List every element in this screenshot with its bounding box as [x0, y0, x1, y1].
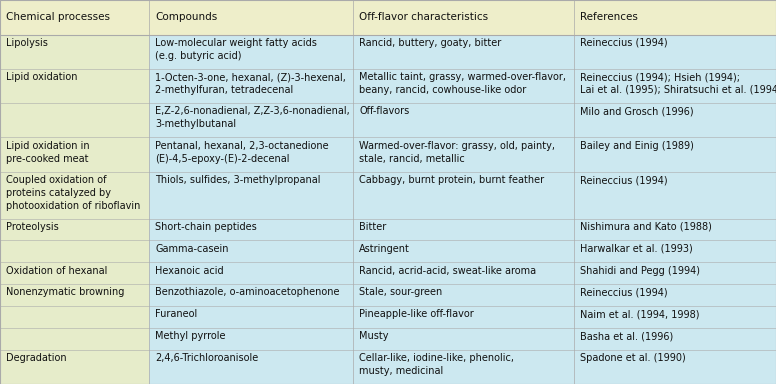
Bar — [149, 284, 776, 306]
Text: Musty: Musty — [359, 331, 389, 341]
Text: Nonenzymatic browning: Nonenzymatic browning — [6, 287, 125, 297]
Bar — [149, 306, 776, 328]
Text: Rancid, acrid-acid, sweat-like aroma: Rancid, acrid-acid, sweat-like aroma — [359, 266, 536, 276]
Bar — [0, 240, 149, 262]
Bar — [0, 69, 149, 103]
Text: Cabbagy, burnt protein, burnt feather: Cabbagy, burnt protein, burnt feather — [359, 175, 545, 185]
Bar — [0, 0, 776, 35]
Bar — [149, 328, 776, 350]
Text: Cellar-like, iodine-like, phenolic,
musty, medicinal: Cellar-like, iodine-like, phenolic, must… — [359, 353, 514, 376]
Text: E,Z-2,6-nonadienal, Z,Z-3,6-nonadienal,
3-methylbutanal: E,Z-2,6-nonadienal, Z,Z-3,6-nonadienal, … — [155, 106, 350, 129]
Bar — [149, 137, 776, 172]
Text: Thiols, sulfides, 3-methylpropanal: Thiols, sulfides, 3-methylpropanal — [155, 175, 320, 185]
Bar — [0, 328, 149, 350]
Text: Hexanoic acid: Hexanoic acid — [155, 266, 223, 276]
Text: Nishimura and Kato (1988): Nishimura and Kato (1988) — [580, 222, 712, 232]
Text: Pineapple-like off-flavor: Pineapple-like off-flavor — [359, 309, 474, 319]
Bar — [149, 172, 776, 218]
Text: Reineccius (1994); Hsieh (1994);
Lai et al. (1995); Shiratsuchi et al. (1994): Reineccius (1994); Hsieh (1994); Lai et … — [580, 72, 776, 95]
Bar — [149, 103, 776, 137]
Text: Reineccius (1994): Reineccius (1994) — [580, 175, 668, 185]
Text: Gamma-casein: Gamma-casein — [155, 244, 229, 254]
Text: Spadone et al. (1990): Spadone et al. (1990) — [580, 353, 686, 363]
Bar — [149, 218, 776, 240]
Text: Bitter: Bitter — [359, 222, 386, 232]
Text: Basha et al. (1996): Basha et al. (1996) — [580, 331, 674, 341]
Text: Bailey and Einig (1989): Bailey and Einig (1989) — [580, 141, 695, 151]
Bar — [149, 350, 776, 384]
Text: Rancid, buttery, goaty, bitter: Rancid, buttery, goaty, bitter — [359, 38, 501, 48]
Bar — [149, 262, 776, 284]
Text: Chemical processes: Chemical processes — [6, 12, 110, 22]
Text: 1-Octen-3-one, hexanal, (Z)-3-hexenal,
2-methylfuran, tetradecenal: 1-Octen-3-one, hexanal, (Z)-3-hexenal, 2… — [155, 72, 346, 95]
Text: Stale, sour-green: Stale, sour-green — [359, 287, 442, 297]
Text: Degradation: Degradation — [6, 353, 67, 363]
Bar — [0, 103, 149, 137]
Text: Lipolysis: Lipolysis — [6, 38, 48, 48]
Text: Milo and Grosch (1996): Milo and Grosch (1996) — [580, 106, 694, 116]
Text: Oxidation of hexanal: Oxidation of hexanal — [6, 266, 108, 276]
Text: Metallic taint, grassy, warmed-over-flavor,
beany, rancid, cowhouse-like odor: Metallic taint, grassy, warmed-over-flav… — [359, 72, 566, 95]
Text: Furaneol: Furaneol — [155, 309, 197, 319]
Bar — [0, 172, 149, 218]
Bar — [149, 35, 776, 69]
Text: Proteolysis: Proteolysis — [6, 222, 59, 232]
Bar — [149, 69, 776, 103]
Text: Reineccius (1994): Reineccius (1994) — [580, 38, 668, 48]
Text: Short-chain peptides: Short-chain peptides — [155, 222, 257, 232]
Text: Compounds: Compounds — [155, 12, 217, 22]
Text: Lipid oxidation in
pre-cooked meat: Lipid oxidation in pre-cooked meat — [6, 141, 90, 164]
Bar — [149, 240, 776, 262]
Text: References: References — [580, 12, 639, 22]
Text: Lipid oxidation: Lipid oxidation — [6, 72, 78, 82]
Text: Low-molecular weight fatty acids
(e.g. butyric acid): Low-molecular weight fatty acids (e.g. b… — [155, 38, 317, 61]
Text: Warmed-over-flavor: grassy, old, painty,
stale, rancid, metallic: Warmed-over-flavor: grassy, old, painty,… — [359, 141, 556, 164]
Text: Reineccius (1994): Reineccius (1994) — [580, 287, 668, 297]
Text: Benzothiazole, o-aminoacetophenone: Benzothiazole, o-aminoacetophenone — [155, 287, 340, 297]
Bar — [0, 284, 149, 306]
Text: Methyl pyrrole: Methyl pyrrole — [155, 331, 226, 341]
Text: Coupled oxidation of
proteins catalyzed by
photooxidation of riboflavin: Coupled oxidation of proteins catalyzed … — [6, 175, 140, 211]
Text: Pentanal, hexanal, 2,3-octanedione
(E)-4,5-epoxy-(E)-2-decenal: Pentanal, hexanal, 2,3-octanedione (E)-4… — [155, 141, 329, 164]
Text: 2,4,6-Trichloroanisole: 2,4,6-Trichloroanisole — [155, 353, 258, 363]
Bar — [0, 350, 149, 384]
Bar — [0, 35, 149, 69]
Text: Off-flavors: Off-flavors — [359, 106, 410, 116]
Bar — [0, 306, 149, 328]
Bar — [0, 218, 149, 240]
Text: Astringent: Astringent — [359, 244, 411, 254]
Bar — [0, 262, 149, 284]
Text: Harwalkar et al. (1993): Harwalkar et al. (1993) — [580, 244, 693, 254]
Text: Off-flavor characteristics: Off-flavor characteristics — [359, 12, 488, 22]
Text: Shahidi and Pegg (1994): Shahidi and Pegg (1994) — [580, 266, 701, 276]
Bar — [0, 137, 149, 172]
Text: Naim et al. (1994, 1998): Naim et al. (1994, 1998) — [580, 309, 700, 319]
